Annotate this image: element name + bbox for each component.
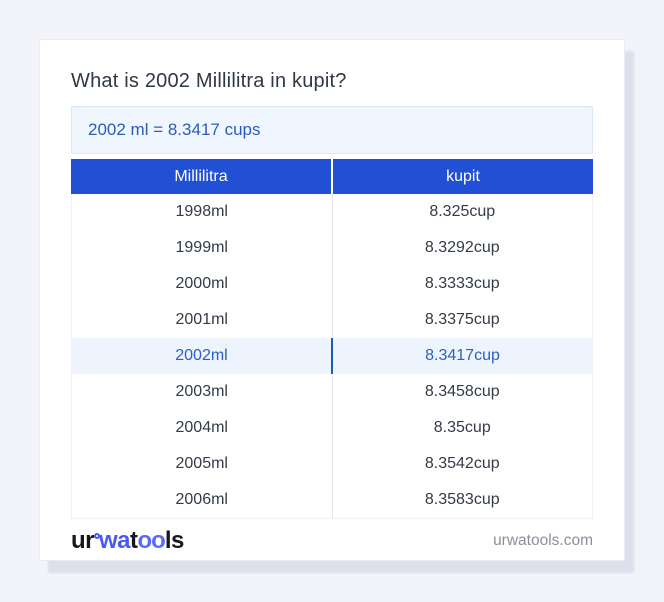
conversion-card: What is 2002 Millilitra in kupit? 2002 m… bbox=[39, 39, 625, 561]
logo-text-t: t bbox=[130, 526, 138, 554]
cell-millilitra: 2002ml bbox=[72, 338, 333, 374]
cell-millilitra: 2000ml bbox=[72, 266, 333, 302]
cell-kupit: 8.3458cup bbox=[424, 383, 500, 400]
table-row: 2005ml 8.3542cup bbox=[72, 446, 592, 482]
cell-kupit: 8.3417cup bbox=[425, 347, 500, 364]
conversion-table: Millilitra kupit 1998ml 8.325cup 1999ml … bbox=[71, 159, 593, 519]
logo-text-ls: ls bbox=[164, 526, 185, 554]
card-footer: ur watools urwatools.com bbox=[71, 521, 593, 560]
cell-millilitra: 2006ml bbox=[72, 482, 333, 518]
table-row: 2003ml 8.3458cup bbox=[72, 374, 592, 410]
logo-ring-icon bbox=[94, 532, 100, 539]
cell-millilitra: 2004ml bbox=[72, 410, 333, 446]
table-row: 1999ml 8.3292cup bbox=[72, 230, 592, 266]
cell-kupit: 8.3542cup bbox=[424, 455, 500, 472]
table-row: 2004ml 8.35cup bbox=[72, 410, 592, 446]
answer-text: 2002 ml = 8.3417 cups bbox=[88, 120, 261, 139]
cell-kupit: 8.3292cup bbox=[424, 239, 500, 256]
table-row: 2001ml 8.3375cup bbox=[72, 302, 592, 338]
answer-box: 2002 ml = 8.3417 cups bbox=[71, 106, 593, 154]
urwatools-logo[interactable]: ur watools bbox=[71, 526, 185, 554]
cell-millilitra: 2005ml bbox=[72, 446, 333, 482]
cell-millilitra: 2001ml bbox=[72, 302, 333, 338]
site-domain: urwatools.com bbox=[493, 531, 593, 549]
cell-kupit: 8.3583cup bbox=[424, 491, 500, 508]
page-title: What is 2002 Millilitra in kupit? bbox=[71, 70, 347, 92]
table-row: 2006ml 8.3583cup bbox=[72, 482, 592, 518]
table-row: 1998ml 8.325cup bbox=[72, 194, 592, 230]
cell-kupit: 8.3375cup bbox=[424, 311, 500, 328]
cell-millilitra: 2003ml bbox=[72, 374, 333, 410]
logo-text-oo: oo bbox=[137, 526, 166, 554]
table-header-kupit: kupit bbox=[446, 168, 480, 185]
logo-text-ur: ur bbox=[71, 526, 95, 554]
cell-millilitra: 1999ml bbox=[72, 230, 333, 266]
cell-kupit: 8.3333cup bbox=[424, 275, 500, 292]
cell-kupit: 8.35cup bbox=[433, 419, 491, 436]
table-header-millilitra: Millilitra bbox=[71, 159, 333, 194]
table-row-highlighted: 2002ml 8.3417cup bbox=[72, 338, 592, 374]
logo-text-wa: wa bbox=[99, 526, 131, 554]
table-row: 2000ml 8.3333cup bbox=[72, 266, 592, 302]
table-header-row: Millilitra kupit bbox=[71, 159, 593, 194]
cell-millilitra: 1998ml bbox=[72, 194, 333, 230]
cell-kupit: 8.325cup bbox=[429, 203, 496, 220]
table-body: 1998ml 8.325cup 1999ml 8.3292cup 2000ml … bbox=[72, 194, 592, 518]
